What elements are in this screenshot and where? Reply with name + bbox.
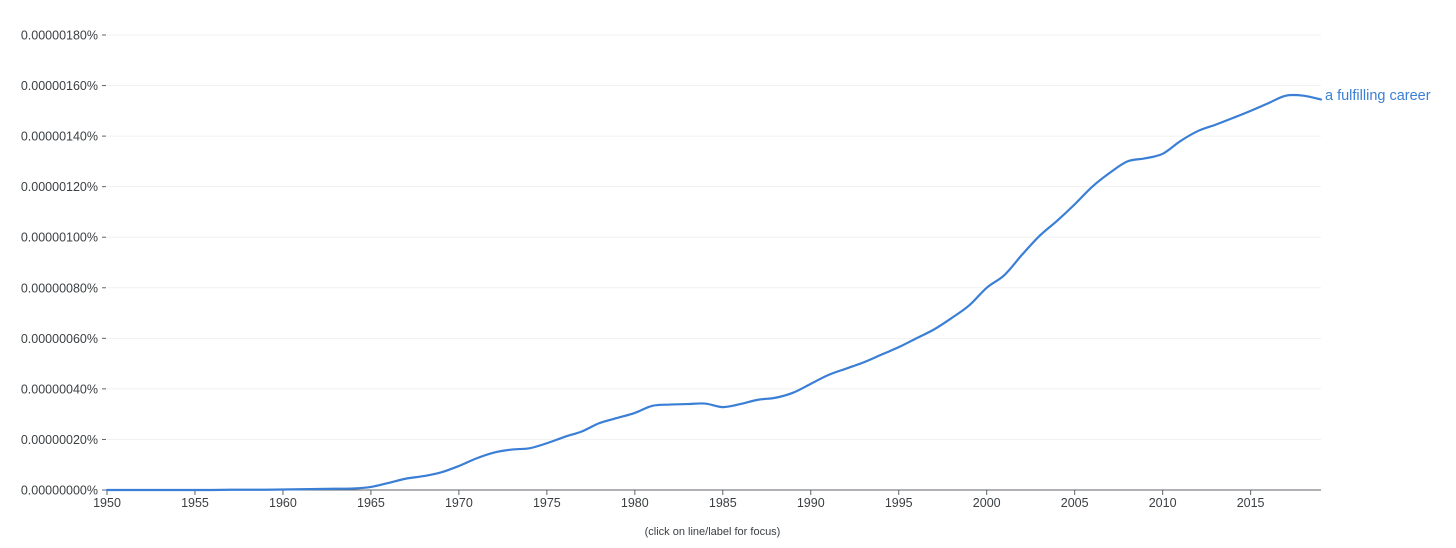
y-tick-label: 0.00000080% — [21, 281, 98, 295]
x-tick-label: 1965 — [357, 496, 385, 510]
x-tick-label: 2000 — [973, 496, 1001, 510]
x-tick-label: 1985 — [709, 496, 737, 510]
x-tick-label: 2010 — [1149, 496, 1177, 510]
line-chart-svg: 0.00000000% 0.00000020% 0.00000040% 0.00000… — [21, 29, 1431, 511]
y-tick-label: 0.00000040% — [21, 382, 98, 396]
x-tick-label: 1950 — [93, 496, 121, 510]
gridlines — [107, 34, 1321, 440]
y-tick-label: 0.00000120% — [21, 180, 98, 194]
x-tick-label: 1995 — [885, 496, 913, 510]
y-tick-label: 0.00000000% — [21, 484, 98, 498]
x-tick-label: 1955 — [181, 496, 209, 510]
x-tick-label: 1980 — [621, 496, 649, 510]
focus-hint: (click on line/label for focus) — [644, 526, 781, 538]
y-tick-label: 0.00000100% — [21, 231, 98, 245]
x-tick-label: 2015 — [1237, 496, 1265, 510]
y-tick-label: 0.00000160% — [21, 79, 98, 93]
y-axis: 0.00000000% 0.00000020% 0.00000040% 0.00000… — [21, 29, 106, 498]
x-tick-label: 1970 — [445, 496, 473, 510]
y-tick-label: 0.00000180% — [21, 29, 98, 43]
y-tick-label: 0.00000060% — [21, 332, 98, 346]
x-tick-label: 1960 — [269, 496, 297, 510]
y-tick-label: 0.00000140% — [21, 130, 98, 144]
series-line-0[interactable] — [105, 93, 1323, 492]
x-tick-label: 2005 — [1061, 496, 1089, 510]
x-tick-label: 1975 — [533, 496, 561, 510]
series-label-0[interactable]: a fulfilling career — [1325, 88, 1431, 104]
series-layer: a fulfilling career — [105, 88, 1431, 492]
x-tick-label: 1990 — [797, 496, 825, 510]
x-axis: 1950 1955 1960 1965 1970 1975 1980 1985 1990 1995… — [93, 489, 1321, 510]
y-tick-label: 0.00000020% — [21, 433, 98, 447]
